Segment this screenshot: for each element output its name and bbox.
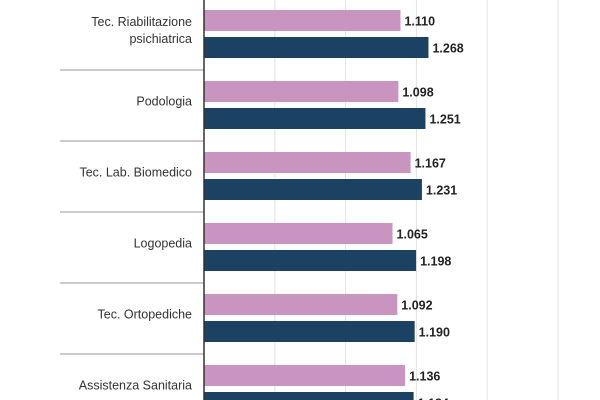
bar <box>204 108 426 129</box>
data-label: 1.184 <box>418 397 449 400</box>
category-label: Assistenza Sanitaria <box>79 379 192 393</box>
bar <box>204 321 415 342</box>
data-label: 1.065 <box>397 228 428 242</box>
bar <box>204 392 414 400</box>
bar <box>204 179 422 200</box>
category-label: psichiatrica <box>129 32 192 46</box>
category-label: Logopedia <box>134 237 192 251</box>
category-label: Podologia <box>136 95 192 109</box>
category-label: Tec. Lab. Biomedico <box>79 166 192 180</box>
data-label: 1.190 <box>419 326 450 340</box>
data-label: 1.110 <box>404 15 435 29</box>
data-label: 1.198 <box>420 255 451 269</box>
data-label: 1.092 <box>401 299 432 313</box>
data-label: 1.167 <box>415 157 446 171</box>
bar <box>204 37 429 58</box>
category-label: Tec. Riabilitazione <box>91 15 192 29</box>
bar <box>204 250 417 271</box>
data-label: 1.231 <box>426 184 457 198</box>
data-label: 1.251 <box>429 113 460 127</box>
category-label: Tec. Ortopediche <box>98 308 193 322</box>
data-label: 1.268 <box>432 42 463 56</box>
bar <box>204 152 411 173</box>
bar <box>204 81 399 102</box>
bar <box>204 294 398 315</box>
bar <box>204 10 401 31</box>
data-label: 1.136 <box>409 370 440 384</box>
bar <box>204 223 393 244</box>
bar <box>204 365 406 386</box>
data-label: 1.098 <box>402 86 433 100</box>
